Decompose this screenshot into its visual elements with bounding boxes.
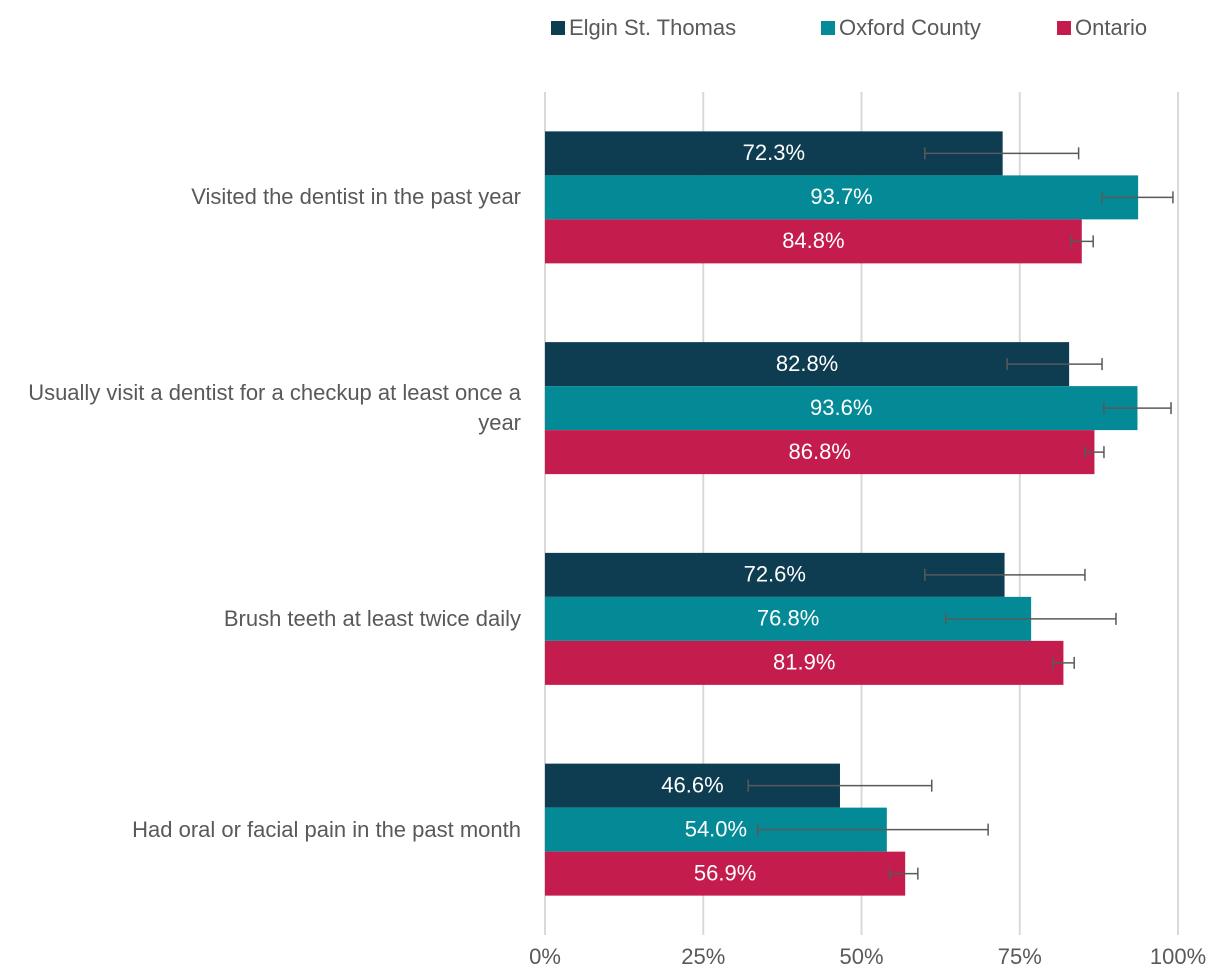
legend-label: Ontario xyxy=(1075,15,1147,40)
data-label: 72.6% xyxy=(744,562,806,587)
data-label: 46.6% xyxy=(661,772,723,797)
legend-swatch xyxy=(821,21,835,35)
data-label: 93.6% xyxy=(810,395,872,420)
data-label: 56.9% xyxy=(694,860,756,885)
bar xyxy=(545,219,1082,264)
x-tick-label: 75% xyxy=(998,944,1042,969)
data-label: 82.8% xyxy=(776,351,838,376)
legend-swatch xyxy=(551,21,565,35)
legend-label: Oxford County xyxy=(839,15,981,40)
data-label: 86.8% xyxy=(789,439,851,464)
legend-swatch xyxy=(1057,21,1071,35)
bar xyxy=(545,342,1070,387)
data-label: 81.9% xyxy=(773,650,835,675)
legend-label: Elgin St. Thomas xyxy=(569,15,736,40)
data-label: 72.3% xyxy=(743,140,805,165)
data-label: 93.7% xyxy=(810,184,872,209)
bar xyxy=(545,851,906,896)
data-label: 76.8% xyxy=(757,606,819,631)
x-tick-label: 100% xyxy=(1150,944,1206,969)
category-label: Usually visit a dentist for a checkup at… xyxy=(28,380,521,436)
bar xyxy=(545,640,1064,685)
x-tick-label: 50% xyxy=(839,944,883,969)
category-label: Had oral or facial pain in the past mont… xyxy=(132,816,521,842)
category-label: Brush teeth at least twice daily xyxy=(223,605,521,631)
x-tick-label: 0% xyxy=(529,944,561,969)
data-label: 54.0% xyxy=(685,816,747,841)
data-label: 84.8% xyxy=(782,228,844,253)
bar xyxy=(545,386,1138,431)
bar xyxy=(545,175,1139,220)
bar xyxy=(545,430,1095,475)
category-label: Visited the dentist in the past year xyxy=(191,184,521,210)
x-tick-label: 25% xyxy=(681,944,725,969)
